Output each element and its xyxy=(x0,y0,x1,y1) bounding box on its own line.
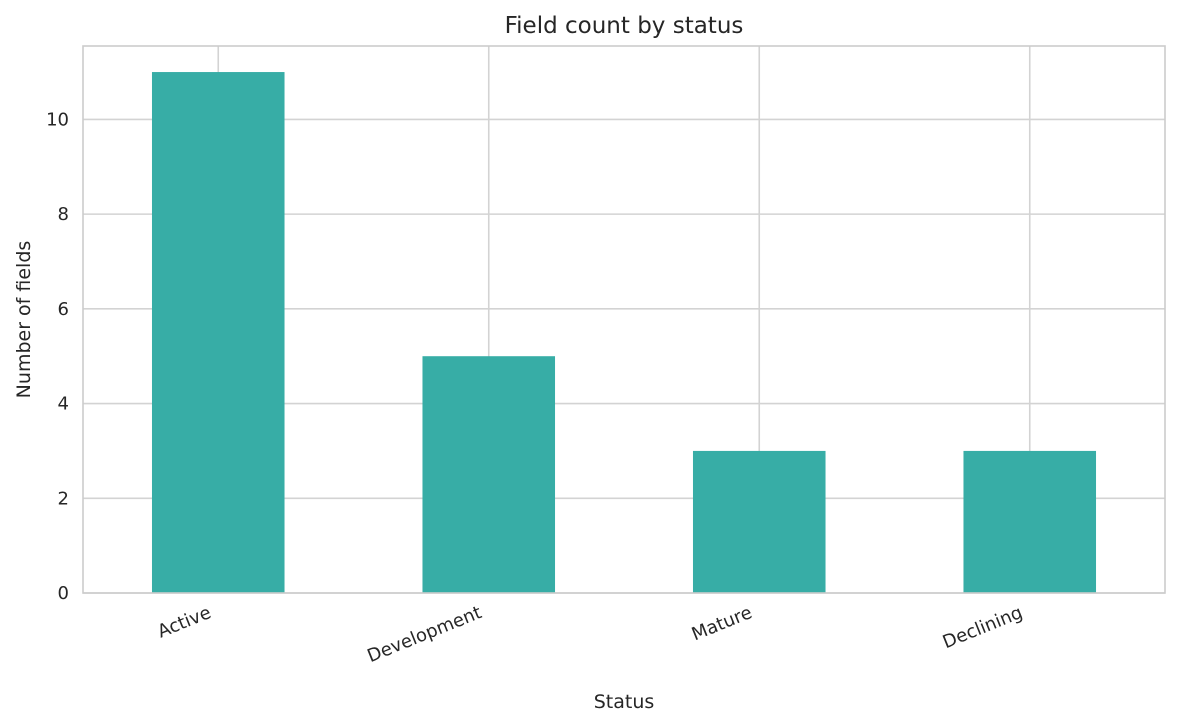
bar-declining xyxy=(963,450,1097,593)
bar-development xyxy=(422,356,556,593)
x-tick-label: Development xyxy=(364,602,484,667)
y-tick-label: 4 xyxy=(58,394,69,415)
chart-title: Field count by status xyxy=(505,13,744,39)
x-tick-labels: Active Development Mature Declining xyxy=(155,602,1026,667)
bar-mature xyxy=(692,450,826,593)
y-tick-label: 2 xyxy=(58,488,69,509)
y-tick-label: 0 xyxy=(58,583,69,604)
x-tick-label: Mature xyxy=(689,602,755,645)
bar-active xyxy=(151,72,285,594)
x-gridlines xyxy=(217,46,1031,593)
y-tick-label: 8 xyxy=(58,204,69,225)
y-tick-label: 10 xyxy=(46,109,69,130)
x-tick-label: Declining xyxy=(940,602,1026,653)
y-axis-label: Number of fields xyxy=(13,241,35,399)
bars xyxy=(151,72,1097,594)
y-tick-labels: 0 2 4 6 8 10 xyxy=(46,109,69,604)
plot-frame xyxy=(82,45,1166,594)
y-tick-label: 6 xyxy=(58,299,69,320)
x-tick-label: Active xyxy=(155,602,214,642)
x-axis-label: Status xyxy=(594,691,655,713)
